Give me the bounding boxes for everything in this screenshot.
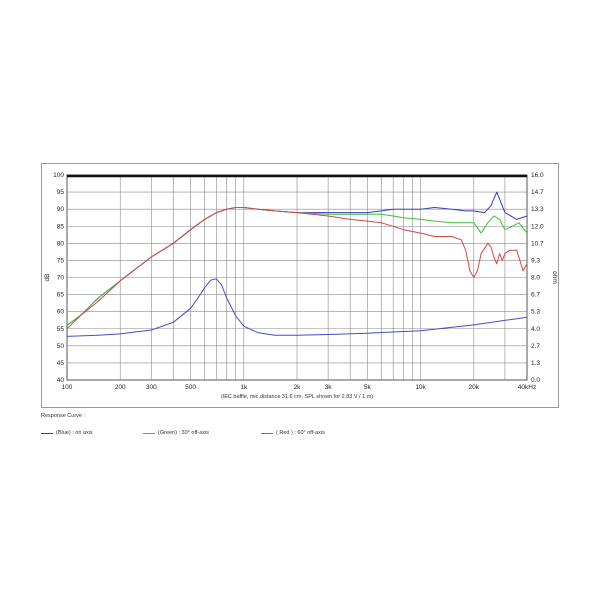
y-axis-label-left: dB <box>44 274 51 282</box>
y-tick-label-right: 10.7 <box>531 240 544 247</box>
y-tick-label-right: 8.0 <box>531 275 540 282</box>
legend-label-blue: (Blue) : on axis <box>56 430 93 436</box>
x-tick-label: 1k <box>240 384 248 391</box>
y-tick-label-right: 14.7 <box>531 189 544 196</box>
x-tick-label: 500 <box>185 384 196 391</box>
y-tick-label-left: 80 <box>57 240 65 247</box>
y-tick-label-right: 2.7 <box>531 343 540 350</box>
x-tick-label: 300 <box>146 384 157 391</box>
chart: 40 45 50 55 60 65 70 75 80 85 90 95 100 0.0 1.3 2.7 4.0 5… <box>44 172 558 400</box>
y-tick-label-right: 4.0 <box>531 326 540 333</box>
y-tick-label-right: 16.0 <box>531 172 544 179</box>
y-tick-label-right: 0.0 <box>531 377 540 384</box>
y-tick-label-right: 12.0 <box>531 223 544 230</box>
y-tick-label-left: 100 <box>53 172 64 179</box>
y-tick-label-left: 70 <box>57 275 65 282</box>
y-tick-label-left: 40 <box>57 377 65 384</box>
x-tick-label: 2k <box>294 384 302 391</box>
x-axis-label: (IEC baffle, mic.distance 31.6 cm, SPL s… <box>221 394 373 400</box>
y-tick-label-left: 90 <box>57 206 65 213</box>
y-tick-label-left: 75 <box>57 257 65 264</box>
x-tick-label: 10k <box>415 384 426 391</box>
y-tick-label-left: 45 <box>57 360 65 367</box>
y-tick-label-right: 13.3 <box>531 206 544 213</box>
legend-label-red: ( Red ) : 60° off-axis <box>276 430 325 436</box>
x-tick-label: 3k <box>325 384 333 391</box>
y-tick-label-right: 6.7 <box>531 292 540 299</box>
y-tick-label-right: 5.3 <box>531 309 540 316</box>
y-tick-label-left: 95 <box>57 189 65 196</box>
legend-title: Response Curve : <box>41 413 86 419</box>
legend-swatch-red <box>261 432 273 434</box>
legend-swatch-green <box>143 432 155 434</box>
y-tick-label-left: 50 <box>57 343 65 350</box>
y-tick-label-right: 9.3 <box>531 257 540 264</box>
legend-item-blue: (Blue) : on axis <box>41 430 93 436</box>
series-line-60-off-axis <box>66 207 528 330</box>
legend-label-green: (Green) : 30° off-axis <box>158 430 210 436</box>
y-axis-label-right: ohm <box>551 271 558 284</box>
y-tick-label-left: 65 <box>57 292 65 299</box>
chart-frame: 40 45 50 55 60 65 70 75 80 85 90 95 100 0.0 1.3 2.7 4.0 5… <box>41 163 559 408</box>
series-line-impedance <box>66 278 528 337</box>
x-tick-label: 20k <box>469 384 480 391</box>
legend-swatch-blue <box>41 432 53 434</box>
x-tick-label: 200 <box>115 384 126 391</box>
x-tick-label: 100 <box>62 384 73 391</box>
y-tick-label-left: 85 <box>57 223 65 230</box>
x-tick-label: 40kHz <box>518 384 536 391</box>
x-tick-label: 5k <box>364 384 372 391</box>
y-tick-label-left: 55 <box>57 326 65 333</box>
legend-item-red: ( Red ) : 60° off-axis <box>261 430 325 436</box>
y-tick-label-right: 1.3 <box>531 360 540 367</box>
legend: Response Curve : (Blue) : on axis (Green… <box>41 410 559 450</box>
y-tick-label-left: 60 <box>57 309 65 316</box>
legend-item-green: (Green) : 30° off-axis <box>143 430 209 436</box>
